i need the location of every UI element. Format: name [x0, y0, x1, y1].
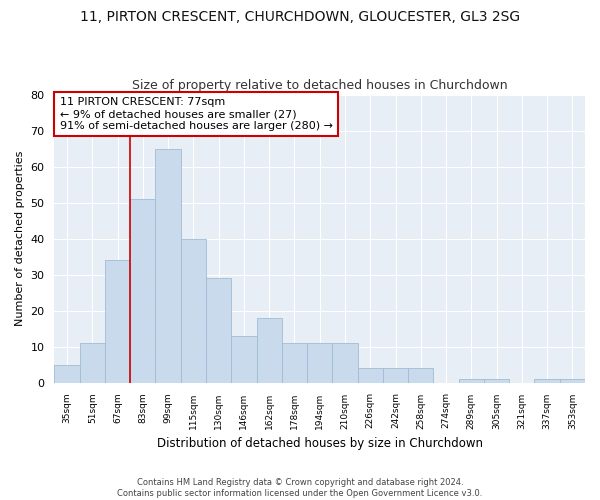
Bar	[206, 278, 231, 382]
Bar	[105, 260, 130, 382]
Bar	[535, 379, 560, 382]
Bar	[181, 238, 206, 382]
Bar	[257, 318, 282, 382]
Text: 11, PIRTON CRESCENT, CHURCHDOWN, GLOUCESTER, GL3 2SG: 11, PIRTON CRESCENT, CHURCHDOWN, GLOUCES…	[80, 10, 520, 24]
Bar	[332, 343, 358, 382]
Bar	[458, 379, 484, 382]
Bar	[383, 368, 408, 382]
Bar	[307, 343, 332, 382]
Text: Contains HM Land Registry data © Crown copyright and database right 2024.
Contai: Contains HM Land Registry data © Crown c…	[118, 478, 482, 498]
Bar	[80, 343, 105, 382]
Bar	[231, 336, 257, 382]
X-axis label: Distribution of detached houses by size in Churchdown: Distribution of detached houses by size …	[157, 437, 483, 450]
Title: Size of property relative to detached houses in Churchdown: Size of property relative to detached ho…	[132, 79, 508, 92]
Y-axis label: Number of detached properties: Number of detached properties	[15, 151, 25, 326]
Bar	[484, 379, 509, 382]
Bar	[155, 148, 181, 382]
Bar	[358, 368, 383, 382]
Bar	[408, 368, 433, 382]
Bar	[282, 343, 307, 382]
Text: 11 PIRTON CRESCENT: 77sqm
← 9% of detached houses are smaller (27)
91% of semi-d: 11 PIRTON CRESCENT: 77sqm ← 9% of detach…	[60, 98, 333, 130]
Bar	[560, 379, 585, 382]
Bar	[55, 364, 80, 382]
Bar	[130, 199, 155, 382]
